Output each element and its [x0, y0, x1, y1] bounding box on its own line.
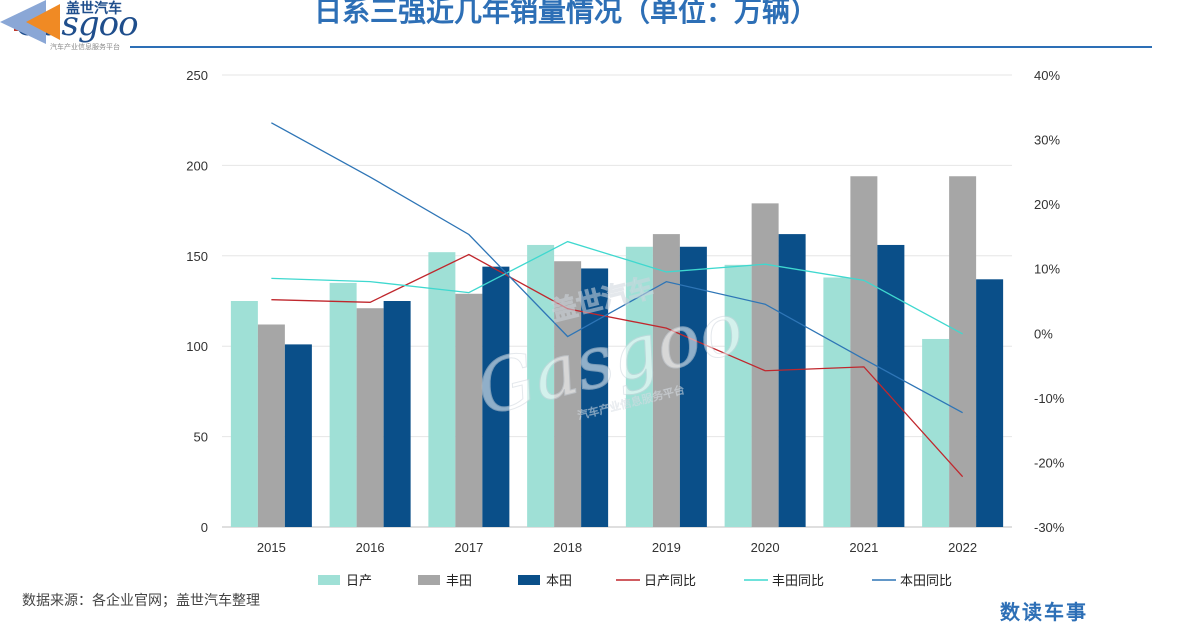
- bar-nissan: [329, 282, 357, 527]
- y2-tick-label: 30%: [1034, 133, 1060, 148]
- legend-label: 日产同比: [644, 574, 696, 589]
- legend-label: 本田: [546, 574, 572, 589]
- x-tick-label: 2020: [751, 540, 780, 555]
- y-tick-label: 100: [186, 339, 208, 354]
- legend-label: 日产: [346, 574, 372, 589]
- bar-honda: [482, 266, 510, 527]
- x-tick-label: 2022: [948, 540, 977, 555]
- x-tick-label: 2021: [849, 540, 878, 555]
- bar-honda: [778, 234, 806, 527]
- line-toyota-yoy: [271, 240, 963, 335]
- y-tick-label: 250: [186, 68, 208, 83]
- y-tick-label: 0: [201, 520, 208, 535]
- bar-honda: [383, 301, 411, 527]
- y2-tick-label: -20%: [1034, 455, 1065, 470]
- bar-toyota: [652, 234, 680, 527]
- bar-nissan: [823, 277, 851, 527]
- bar-nissan: [230, 301, 258, 527]
- legend-swatch: [318, 575, 340, 585]
- y2-tick-label: 40%: [1034, 68, 1060, 83]
- data-source-note: 数据来源：各企业官网；盖世汽车整理: [22, 593, 260, 609]
- y-axis-right: -30% -20% -10% 0% 10% 20% 30% 40%: [1034, 68, 1065, 535]
- bar-honda: [976, 279, 1004, 527]
- y2-tick-label: 0%: [1034, 326, 1053, 341]
- bar-nissan: [428, 252, 456, 527]
- legend-label: 本田同比: [900, 574, 952, 589]
- y-tick-label: 50: [194, 430, 208, 445]
- x-tick-label: 2015: [257, 540, 286, 555]
- bar-nissan: [527, 244, 555, 527]
- logo-chinese-name: 盖世汽车: [66, 1, 122, 17]
- bar-nissan: [922, 338, 950, 527]
- bar-toyota: [356, 308, 384, 527]
- y2-tick-label: 20%: [1034, 197, 1060, 212]
- x-tick-label: 2017: [454, 540, 483, 555]
- bar-toyota: [554, 261, 582, 527]
- y2-tick-label: -10%: [1034, 391, 1065, 406]
- page-title: 日系三强近几年销量情况（单位：万辆）: [314, 0, 819, 28]
- corner-arrow-icon: [0, 0, 60, 44]
- bar-nissan: [724, 264, 752, 527]
- bar-toyota: [257, 324, 285, 527]
- logo-tagline: 汽车产业信息服务平台: [50, 43, 120, 51]
- x-tick-label: 2018: [553, 540, 582, 555]
- legend-swatch: [518, 575, 540, 585]
- legend-label: 丰田: [446, 574, 472, 589]
- footer-watermark: 数读车事: [1000, 600, 1088, 624]
- line-nissan-yoy: [271, 253, 964, 478]
- y-tick-label: 200: [186, 158, 208, 173]
- x-axis: 2015 2016 2017 2018 2019 2020 2021 2022: [257, 540, 977, 555]
- legend-swatch: [418, 575, 440, 585]
- bar-nissan: [625, 246, 653, 527]
- title-divider: [130, 46, 1152, 48]
- line-honda-yoy: [271, 122, 963, 414]
- y-tick-label: 150: [186, 249, 208, 264]
- x-tick-label: 2019: [652, 540, 681, 555]
- x-tick-label: 2016: [356, 540, 385, 555]
- bar-honda: [581, 268, 609, 527]
- legend-label: 丰田同比: [772, 574, 824, 589]
- y2-tick-label: 10%: [1034, 262, 1060, 277]
- bar-toyota: [751, 203, 779, 528]
- bar-toyota: [949, 176, 977, 528]
- bar-honda: [284, 344, 312, 527]
- bar-toyota: [455, 293, 483, 527]
- bar-honda: [679, 246, 707, 527]
- y-axis-left: 0 50 100 150 200 250: [186, 68, 208, 535]
- chart-bars: [230, 176, 1004, 528]
- y2-tick-label: -30%: [1034, 520, 1065, 535]
- chart-legend: 日产 丰田 本田 日产同比 丰田同比 本田同比: [318, 574, 952, 589]
- bar-toyota: [850, 176, 878, 528]
